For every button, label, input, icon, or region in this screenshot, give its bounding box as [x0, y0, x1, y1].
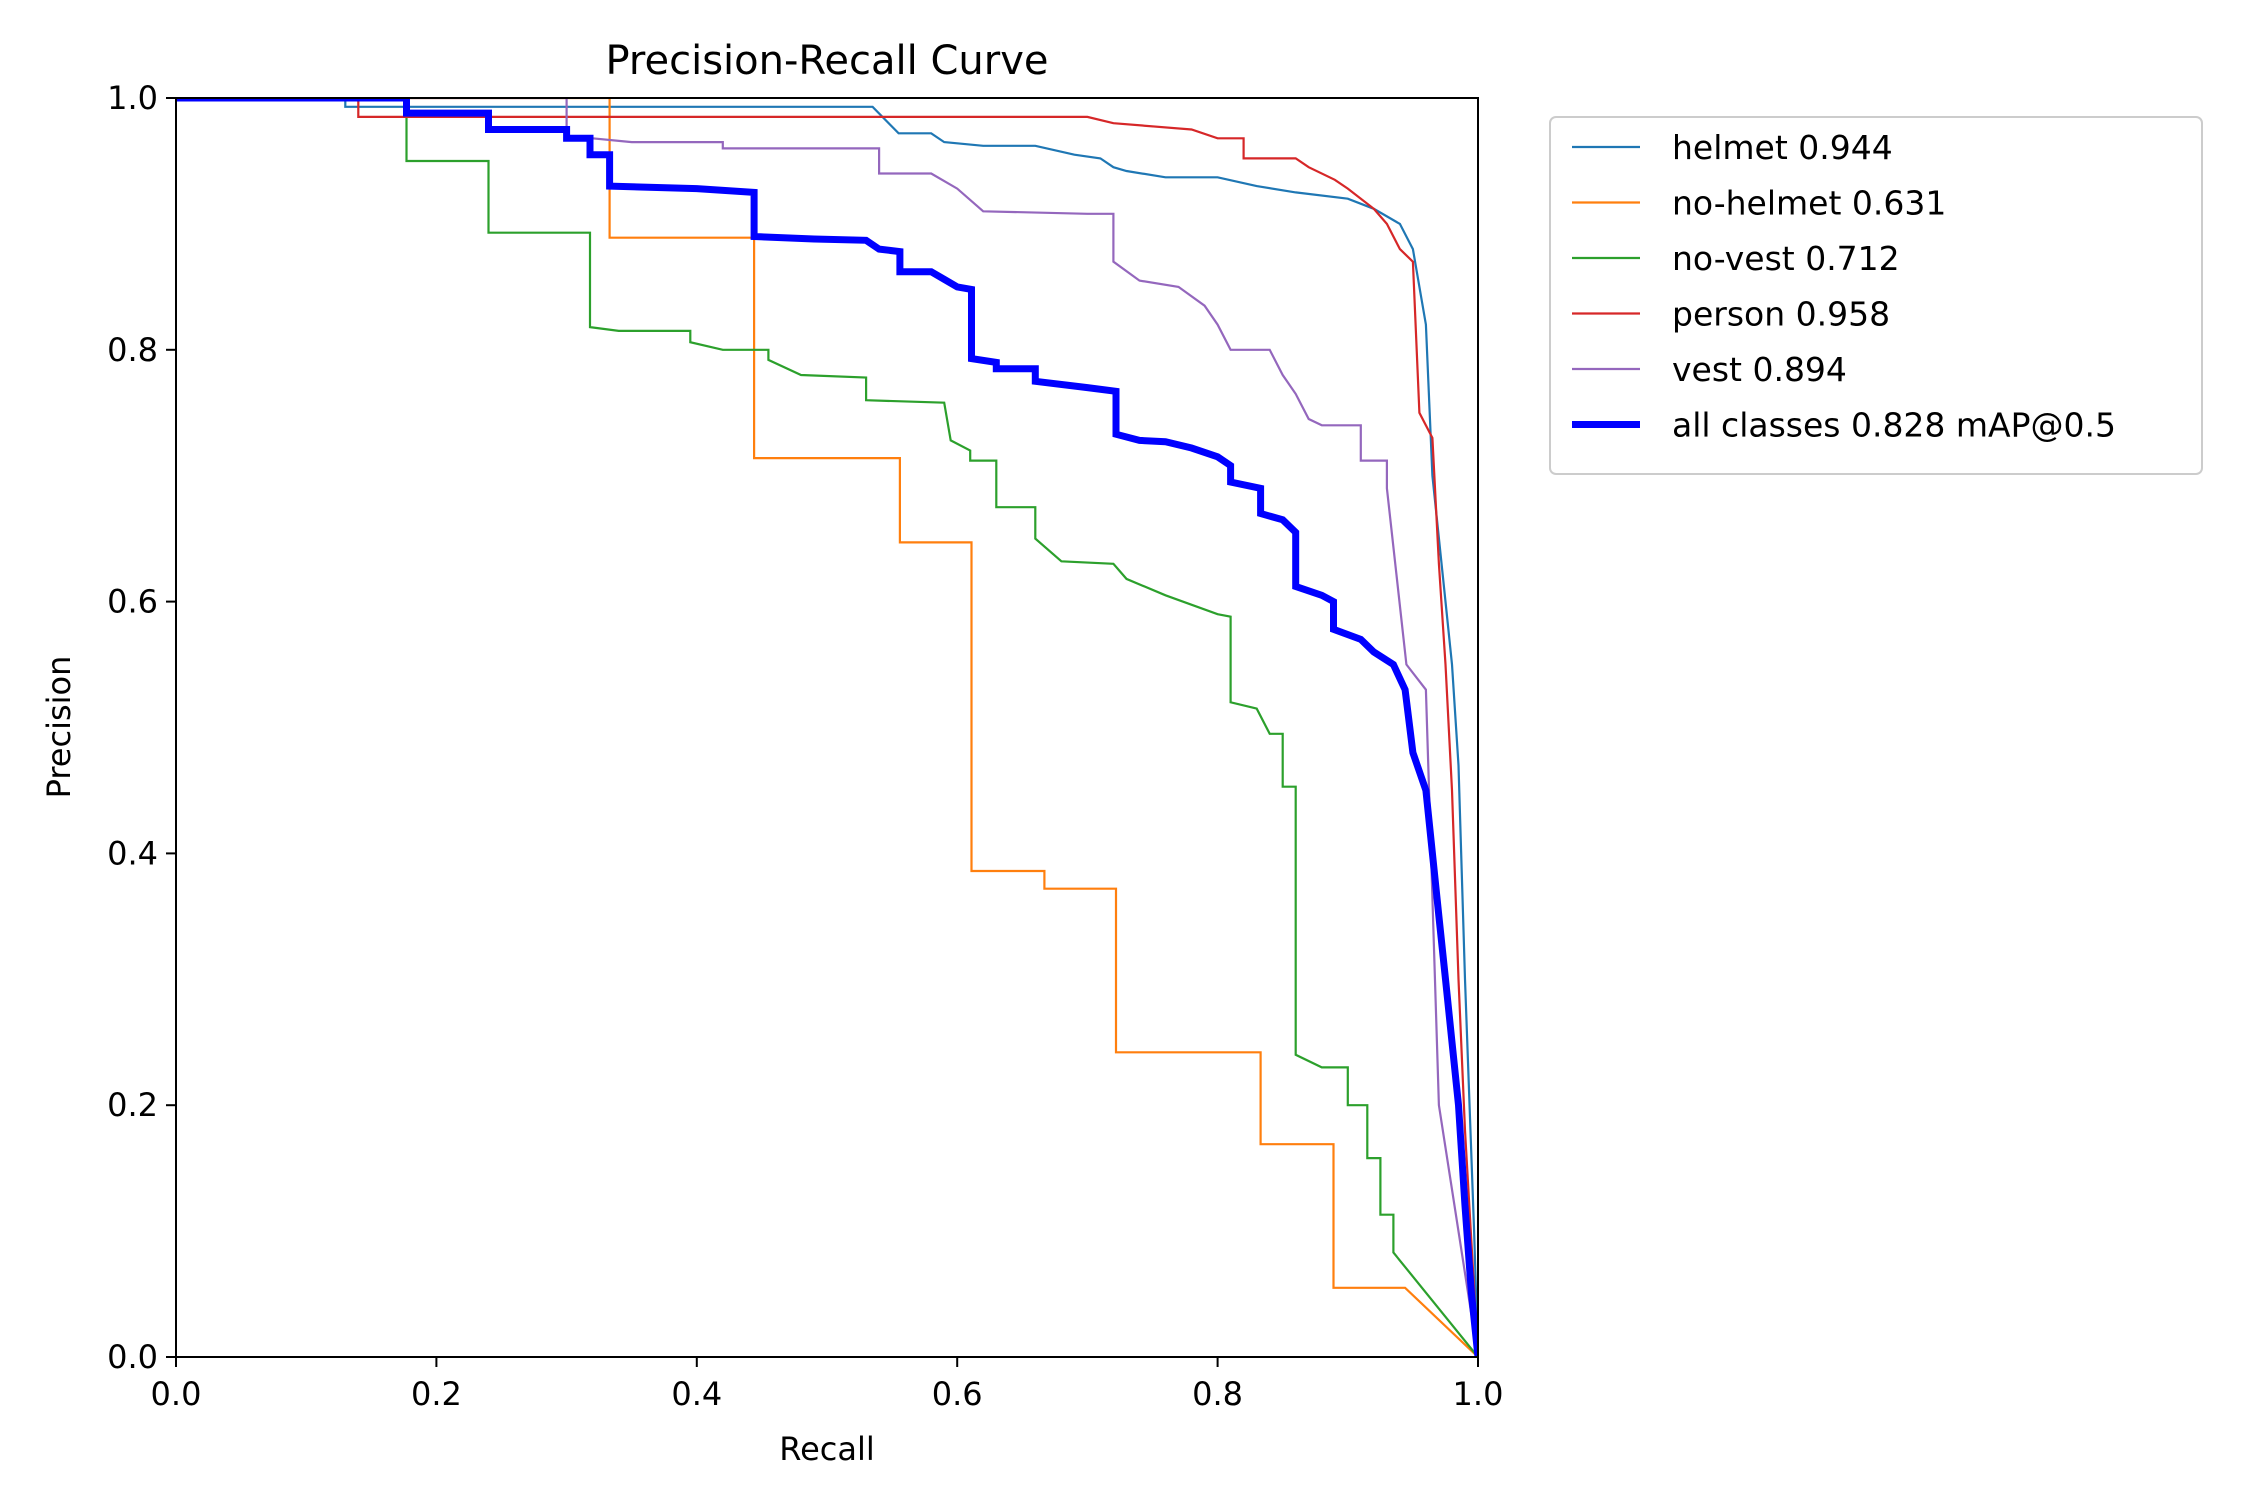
x-tick-label: 0.6 [932, 1375, 983, 1413]
y-tick-label: 0.8 [107, 331, 158, 369]
x-tick-label: 0.8 [1192, 1375, 1243, 1413]
y-tick-label: 0.6 [107, 583, 158, 621]
legend-label-all-classes: all classes 0.828 mAP@0.5 [1672, 406, 2116, 445]
legend-label-no-vest: no-vest 0.712 [1672, 239, 1900, 278]
legend-label-vest: vest 0.894 [1672, 350, 1847, 389]
legend-box [1549, 116, 2203, 475]
x-axis-label: Recall [779, 1430, 874, 1468]
legend-label-person: person 0.958 [1672, 295, 1890, 334]
x-tick-label: 0.4 [671, 1375, 722, 1413]
series-line-person [176, 98, 1478, 1357]
x-tick-label: 1.0 [1453, 1375, 1504, 1413]
x-tick-label: 0.0 [151, 1375, 202, 1413]
y-tick-label: 0.4 [107, 834, 158, 872]
y-tick-label: 1.0 [107, 79, 158, 117]
y-tick-label: 0.2 [107, 1086, 158, 1124]
plot-area-frame [175, 97, 1479, 1358]
legend-label-helmet: helmet 0.944 [1672, 128, 1893, 167]
legend: helmet 0.944 no-helmet 0.631 no-vest 0.712… [1549, 116, 2203, 475]
series-line-vest [176, 98, 1478, 1357]
series-line-no-vest [176, 98, 1478, 1357]
legend-label-no-helmet: no-helmet 0.631 [1672, 184, 1946, 223]
series-line-helmet [176, 98, 1478, 1357]
chart-title: Precision-Recall Curve [606, 38, 1049, 84]
series-line-all-classes [176, 98, 1478, 1357]
y-tick-label: 0.0 [107, 1338, 158, 1376]
x-tick-label: 0.2 [411, 1375, 462, 1413]
y-axis-label: Precision [40, 656, 78, 799]
